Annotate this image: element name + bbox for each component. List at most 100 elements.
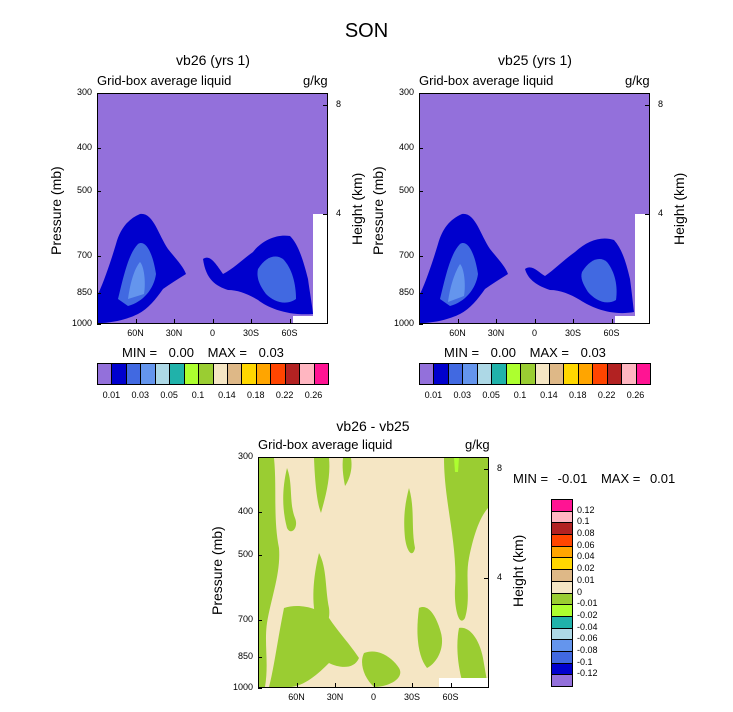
colorbar-box [491,363,507,385]
y-right-tick-mark [645,214,649,216]
colorbar-box [111,363,127,385]
contour-field [98,213,327,323]
x-tick-mark [450,683,452,687]
stats-max-label: MAX = [529,345,569,360]
y-tick-mark [97,255,101,257]
stats-min-value: 0.00 [168,345,194,360]
colorbar-label: -0.1 [577,656,593,667]
stats-max-value: 0.03 [258,345,284,360]
region-neg-5 [269,606,359,687]
colorbar-label: 0.08 [577,528,595,539]
colorbar-box [551,650,573,664]
colorbar-box [255,363,272,385]
y-tick-label: 500 [237,549,253,559]
region-neg-7 [404,488,415,554]
x-tick-label: 60N [449,328,466,338]
colorbar-box [140,363,156,385]
colorbar-box [97,363,113,385]
colorbar-label: -0.12 [577,668,598,679]
colorbar-box [270,363,286,385]
colorbar [551,499,573,687]
colorbar-box [313,363,329,385]
panel-title: vb26 (yrs 1) [176,52,250,68]
panel-units: g/kg [625,73,650,88]
colorbar-box [241,363,257,385]
colorbar-label: 0.02 [577,563,595,574]
x-tick-mark [335,683,336,687]
plot-area [419,93,650,324]
y-tick-mark [97,148,101,150]
stats-min-label: MIN = [444,345,480,360]
colorbar-box [462,363,478,385]
colorbar-box [551,674,573,687]
y-axis-right-label: Height (km) [349,172,365,245]
plot-area [258,457,489,688]
x-tick-label: 30S [242,328,259,338]
colorbar-label: 0.05 [160,390,178,400]
colorbar-box [447,363,464,385]
region-neg-9 [457,627,488,687]
stats-max-label: MAX = [600,471,641,486]
x-tick-mark [534,319,536,323]
stats-min-label: MIN = [122,345,158,360]
stats-line: MIN = -0.01 MAX = 0.01 [513,471,675,486]
y-axis-right-label: Height (km) [510,534,526,607]
y-tick-mark [97,93,101,94]
colorbar-label: 0.04 [577,551,595,562]
colorbar-box [476,363,493,385]
y-tick-label: 700 [237,613,253,624]
colorbar-box [551,580,573,594]
x-tick-label: 60S [281,328,298,338]
contour-field [420,213,649,323]
colorbar-box [183,363,200,385]
colorbar-label: 0.05 [482,390,500,400]
colorbar-box [548,363,565,385]
colorbar-label: 0.14 [540,390,558,400]
colorbar-box [551,639,573,652]
x-tick-mark [611,319,613,323]
colorbar-box [551,534,573,547]
missing-data-mask [439,678,488,687]
region-0.04-nh [448,264,465,302]
x-tick-mark [251,319,252,323]
contour-field [259,458,488,687]
x-tick-label: 0 [370,692,376,702]
y-tick-mark [258,688,262,689]
stats-line: MIN = 0.00 MAX = 0.03 [444,345,606,360]
panel-title: vb26 - vb25 [336,418,410,434]
colorbar-label: 0.01 [102,390,121,400]
colorbar-label: -0.01 [577,598,598,609]
colorbar-box [635,363,651,385]
colorbar-box [551,662,573,676]
y-tick-mark [258,619,262,621]
y-tick-mark [419,148,423,150]
colorbar-box [551,499,573,512]
y-axis-label: Pressure (mb) [209,526,225,615]
colorbar-box [433,363,449,385]
region-neg-4 [313,553,330,628]
figure-title: SON [344,20,389,42]
y-tick-mark [419,324,423,325]
region-neg-1 [283,468,297,532]
missing-data-mask [293,214,327,323]
colorbar-label: 0.03 [453,390,472,400]
y-tick-mark [419,255,423,257]
colorbar-label: -0.04 [577,621,598,632]
panel-units: g/kg [303,73,328,88]
x-tick-label: 60N [127,328,144,338]
colorbar-box [551,510,573,524]
y-right-tick-mark [484,578,488,580]
x-tick-label: 30S [564,328,581,338]
y-axis-label: Pressure (mb) [370,166,386,255]
plot-area [97,93,328,324]
y-right-tick-label: 8 [658,98,664,109]
y-right-tick-label: 4 [336,208,342,219]
colorbar-label: -0.08 [577,644,598,655]
stats-max-value: 0.03 [580,345,606,360]
colorbar-label: 0.1 [191,390,205,400]
y-tick-mark [258,457,262,458]
y-right-tick-label: 4 [497,572,503,583]
colorbar-label: 0.18 [569,390,587,400]
y-tick-label: 300 [76,87,92,97]
